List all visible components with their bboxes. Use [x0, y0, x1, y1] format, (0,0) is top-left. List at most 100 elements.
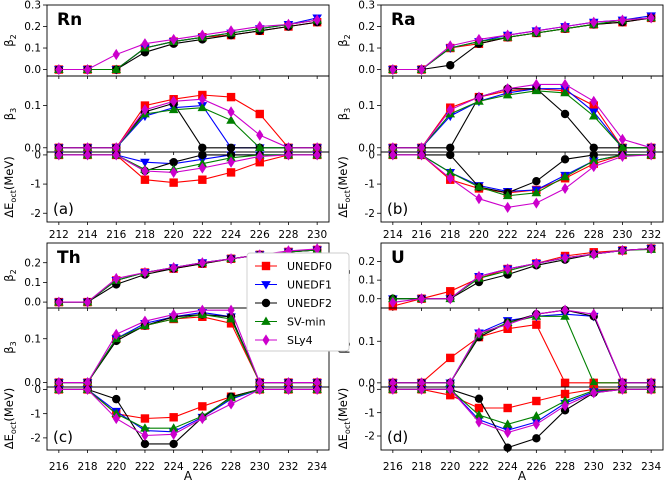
- data-point: [198, 143, 207, 152]
- subplot-dE: 0 -1 -2 ΔEoct(MeV) (a): [2, 149, 330, 225]
- series-line: [392, 248, 652, 300]
- x-tick-label: 224: [526, 229, 546, 241]
- x-tick-label: 220: [469, 229, 489, 241]
- legend-marker: [261, 261, 271, 271]
- x-tick-label: 228: [278, 229, 298, 241]
- data-point: [141, 165, 149, 177]
- data-point: [532, 434, 541, 443]
- series-line: [392, 388, 652, 431]
- y-tick-label: 0.1: [358, 43, 375, 55]
- data-point: [532, 78, 540, 91]
- data-point: [83, 63, 92, 76]
- y-tick-label: 0.2: [24, 21, 41, 33]
- data-point: [141, 104, 149, 116]
- y-tick-label: 0.0: [358, 377, 375, 389]
- data-point: [475, 193, 483, 205]
- legend-marker: [261, 316, 271, 325]
- y-tick-label: 0.1: [24, 333, 41, 345]
- legend-entry-sly4: SLy4: [255, 334, 313, 347]
- y-tick-label: 0.1: [24, 43, 41, 55]
- axes-frame: [46, 151, 330, 223]
- data-point: [313, 149, 321, 161]
- subplot-beta2: 0.00.10.2β2U: [336, 242, 664, 311]
- data-point: [532, 418, 540, 430]
- legend-marker: [262, 334, 270, 346]
- data-point: [389, 296, 397, 309]
- series-line: [58, 21, 318, 71]
- x-tick-label: 222: [192, 229, 212, 241]
- series-line: [392, 388, 652, 434]
- data-point: [474, 410, 484, 419]
- subplot-beta3: 0.0 0.1 β3: [336, 75, 664, 155]
- y-tick-label: 0.2: [358, 256, 375, 268]
- data-point: [198, 304, 206, 316]
- data-point: [313, 142, 321, 154]
- data-point: [83, 377, 92, 389]
- x-tick-label: 216: [49, 461, 69, 473]
- data-point: [140, 158, 150, 168]
- x-tick-label: 212: [49, 229, 69, 241]
- data-point: [590, 16, 598, 28]
- y-tick-label: -1: [365, 179, 375, 191]
- series-line: [58, 94, 318, 149]
- legend-entry-sv-min: SV-min: [255, 316, 326, 329]
- data-point: [560, 378, 570, 388]
- y-axis-label-beta2: β2: [336, 34, 352, 46]
- series-sly4: [389, 383, 655, 439]
- data-point: [475, 327, 483, 339]
- series-unedf2: [388, 305, 656, 388]
- series-line: [58, 19, 318, 71]
- series-unedf0: [388, 150, 656, 198]
- data-point: [474, 403, 484, 413]
- data-point: [140, 414, 150, 423]
- y-tick-label: 0.1: [358, 275, 375, 287]
- data-point: [55, 142, 63, 154]
- data-point: [55, 63, 63, 76]
- series-line: [392, 309, 652, 384]
- data-point: [141, 315, 149, 327]
- data-point: [446, 61, 455, 70]
- data-point: [590, 160, 598, 173]
- series-line: [392, 154, 652, 208]
- data-point: [170, 308, 178, 321]
- series-line: [58, 21, 318, 71]
- data-point: [590, 387, 598, 399]
- data-point: [590, 308, 598, 320]
- data-point: [112, 328, 120, 340]
- y-tick-label: 0.1: [24, 100, 41, 112]
- x-tick-label: 220: [440, 461, 460, 473]
- y-axis-label-dE: ΔEoct(MeV): [336, 156, 352, 217]
- subplot-dE: 0 -1 -2 ΔEoct(MeV) (d): [336, 383, 664, 453]
- y-tick-label: 0: [34, 150, 41, 162]
- series-line: [392, 88, 652, 149]
- y-tick-label: 0.0: [24, 297, 41, 309]
- data-point: [389, 383, 397, 395]
- data-point: [284, 18, 293, 30]
- x-tick-label: 216: [412, 229, 432, 241]
- series-sly4: [389, 78, 655, 154]
- series-line: [58, 102, 318, 149]
- series-unedf1: [388, 85, 656, 153]
- series-unedf0: [54, 150, 322, 187]
- series-sly4: [389, 242, 655, 309]
- x-tick-label: 232: [278, 461, 298, 473]
- data-point: [140, 175, 150, 184]
- data-point: [198, 93, 206, 105]
- data-point: [589, 143, 598, 152]
- data-point: [227, 156, 235, 168]
- element-label: U: [391, 248, 405, 268]
- x-tick-label: 230: [584, 461, 604, 473]
- data-point: [197, 102, 208, 112]
- series-line: [392, 17, 652, 71]
- data-point: [389, 142, 397, 154]
- data-point: [560, 389, 570, 399]
- series-line: [392, 90, 652, 149]
- series-unedf1: [388, 245, 656, 304]
- data-point: [647, 142, 655, 154]
- legend-label: SLy4: [287, 334, 313, 347]
- series-line: [392, 17, 652, 71]
- data-point: [169, 158, 178, 167]
- data-point: [83, 296, 92, 308]
- y-tick-label: 0.2: [24, 257, 41, 269]
